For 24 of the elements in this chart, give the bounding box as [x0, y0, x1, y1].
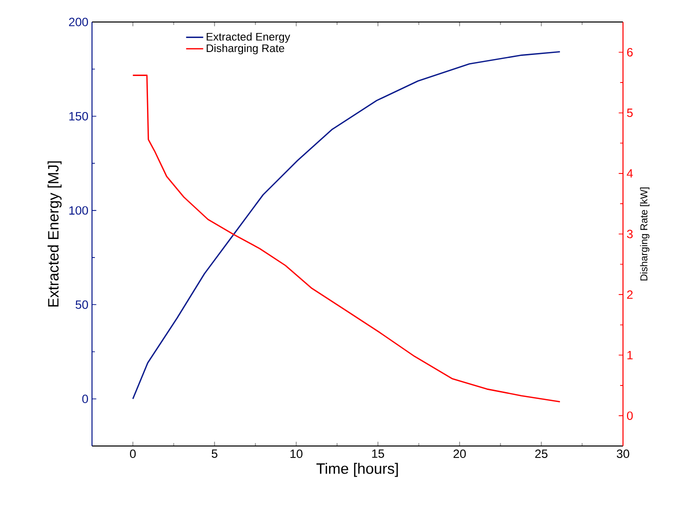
y-tick-label: 50	[76, 300, 88, 309]
y2-tick-label: 6	[627, 48, 633, 57]
y-tick-label: 100	[69, 206, 88, 215]
x-tick-label: 30	[616, 450, 630, 458]
y-tick-label: 150	[69, 112, 88, 120]
y2-axis-title: Disharging Rate [kW]	[640, 187, 650, 280]
x-tick-label: 25	[535, 450, 548, 458]
legend-label: Extracted Energy	[206, 32, 290, 43]
y-axis-title: Extracted Energy [MJ]	[48, 161, 62, 307]
y2-tick-label: 3	[626, 230, 633, 238]
x-tick-label: 10	[290, 450, 302, 458]
y-tick-label: 200	[69, 18, 88, 26]
x-tick-label: 20	[454, 450, 466, 458]
y2-tick-label: 4	[626, 169, 633, 178]
x-tick-label: 0	[130, 450, 136, 458]
y2-tick-label: 1	[627, 351, 633, 360]
y2-tick-label: 2	[627, 290, 633, 299]
x-tick-label: 5	[212, 450, 218, 458]
y-tick-label: 0	[82, 394, 88, 404]
y2-tick-label: 0	[627, 411, 633, 420]
y2-tick-label: 5	[627, 108, 633, 118]
x-axis-title: Time [hours]	[316, 462, 398, 477]
x-tick-label: 15	[372, 450, 384, 458]
legend-label: Disharging Rate	[206, 44, 284, 54]
